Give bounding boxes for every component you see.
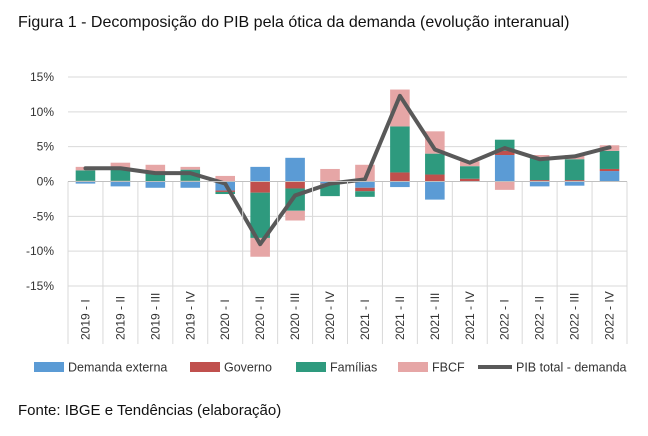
bar-famílias	[180, 169, 201, 181]
bar-famílias	[215, 191, 236, 195]
bar-governo	[355, 187, 375, 192]
bar-famílias	[355, 191, 375, 197]
legend-label: Famílias	[330, 361, 377, 375]
x-tick-label: 2020 - I	[218, 299, 232, 340]
bar-fbcf	[494, 181, 515, 190]
x-tick-label: 2021 - II	[393, 296, 407, 340]
bar-famílias	[320, 184, 340, 197]
bar-demanda-externa	[355, 181, 375, 188]
legend-swatch	[296, 362, 326, 372]
bar-governo	[459, 178, 480, 182]
y-tick-label: 10%	[30, 105, 54, 119]
bar-famílias	[110, 168, 131, 181]
x-tick-label: 2020 - II	[253, 296, 267, 340]
x-tick-label: 2019 - I	[78, 299, 92, 340]
x-tick-label: 2021 - I	[358, 299, 372, 340]
bar-demanda-externa	[564, 181, 585, 186]
bar-famílias	[75, 170, 96, 181]
legend-swatch	[34, 362, 64, 372]
bar-governo	[285, 181, 305, 189]
y-tick-label: 5%	[37, 140, 55, 154]
bar-fbcf	[110, 162, 131, 169]
x-tick-label: 2020 - IV	[323, 291, 337, 340]
bar-fbcf	[320, 168, 340, 182]
bar-fbcf	[215, 175, 236, 182]
bar-fbcf	[285, 210, 305, 221]
bar-fbcf	[145, 164, 166, 174]
bar-fbcf	[425, 131, 445, 154]
bar-governo	[390, 172, 410, 182]
x-tick-label: 2022 - III	[568, 293, 582, 340]
bar-famílias	[494, 139, 515, 151]
x-tick-label: 2019 - III	[148, 293, 162, 340]
bar-demanda-externa	[180, 181, 201, 188]
legend-label: PIB total - demanda	[516, 361, 627, 375]
bar-demanda-externa	[110, 181, 131, 187]
bar-governo	[529, 180, 550, 182]
bar-demanda-externa	[285, 157, 305, 182]
source-note: Fonte: IBGE e Tendências (elaboração)	[18, 402, 282, 419]
y-tick-label: 0%	[37, 175, 55, 189]
bar-famílias	[145, 173, 166, 182]
y-tick-label: -15%	[26, 279, 54, 293]
legend-label: FBCF	[432, 361, 465, 375]
x-tick-label: 2021 - IV	[463, 291, 477, 340]
bar-famílias	[390, 126, 410, 173]
bar-governo	[599, 168, 620, 172]
bar-fbcf	[529, 155, 550, 158]
x-tick-label: 2019 - II	[113, 296, 127, 340]
bar-demanda-externa	[75, 181, 96, 184]
bar-fbcf	[390, 89, 410, 127]
x-axis: 2019 - I 2019 - II 2019 - III 2019 - IV 2020…	[67, 181, 628, 344]
legend: Demanda externa Governo Famílias FBCF PIB to…	[34, 361, 627, 375]
bar-demanda-externa	[250, 166, 270, 182]
bar-demanda-externa	[599, 171, 620, 182]
bar-fbcf	[250, 237, 270, 257]
bar-famílias	[459, 166, 480, 179]
y-tick-label: -5%	[33, 209, 55, 223]
y-axis: -15% -10% -5% 0% 5% 10% 15%	[26, 70, 54, 293]
bar-famílias	[529, 157, 550, 181]
bar-famílias	[250, 192, 270, 238]
bar-series	[75, 89, 620, 257]
figure-title: Figura 1 - Decomposição do PIB pela ótic…	[18, 14, 570, 31]
x-tick-label: 2022 - II	[533, 296, 547, 340]
bar-governo	[494, 150, 515, 156]
legend-label: Demanda externa	[68, 361, 167, 375]
x-tick-label: 2020 - III	[288, 293, 302, 340]
bar-governo	[215, 190, 236, 192]
x-tick-label: 2021 - III	[428, 293, 442, 340]
x-tick-label: 2022 - I	[498, 299, 512, 340]
x-tick-label: 2022 - IV	[603, 291, 617, 340]
bar-fbcf	[180, 166, 201, 170]
bar-demanda-externa	[425, 181, 445, 200]
bar-demanda-externa	[529, 181, 550, 187]
legend-label: Governo	[224, 361, 272, 375]
bar-demanda-externa	[390, 181, 410, 188]
y-tick-label: 15%	[30, 70, 54, 84]
legend-swatch	[190, 362, 220, 372]
bar-governo	[250, 181, 270, 193]
bar-demanda-externa	[145, 181, 166, 188]
y-tick-label: -10%	[26, 244, 54, 258]
bar-famílias	[599, 150, 620, 169]
bar-governo	[564, 180, 585, 182]
bar-famílias	[564, 159, 585, 181]
bar-demanda-externa	[494, 155, 515, 182]
legend-swatch	[398, 362, 428, 372]
bar-governo	[425, 174, 445, 182]
bar-famílias	[425, 153, 445, 175]
x-tick-label: 2019 - IV	[183, 291, 197, 340]
